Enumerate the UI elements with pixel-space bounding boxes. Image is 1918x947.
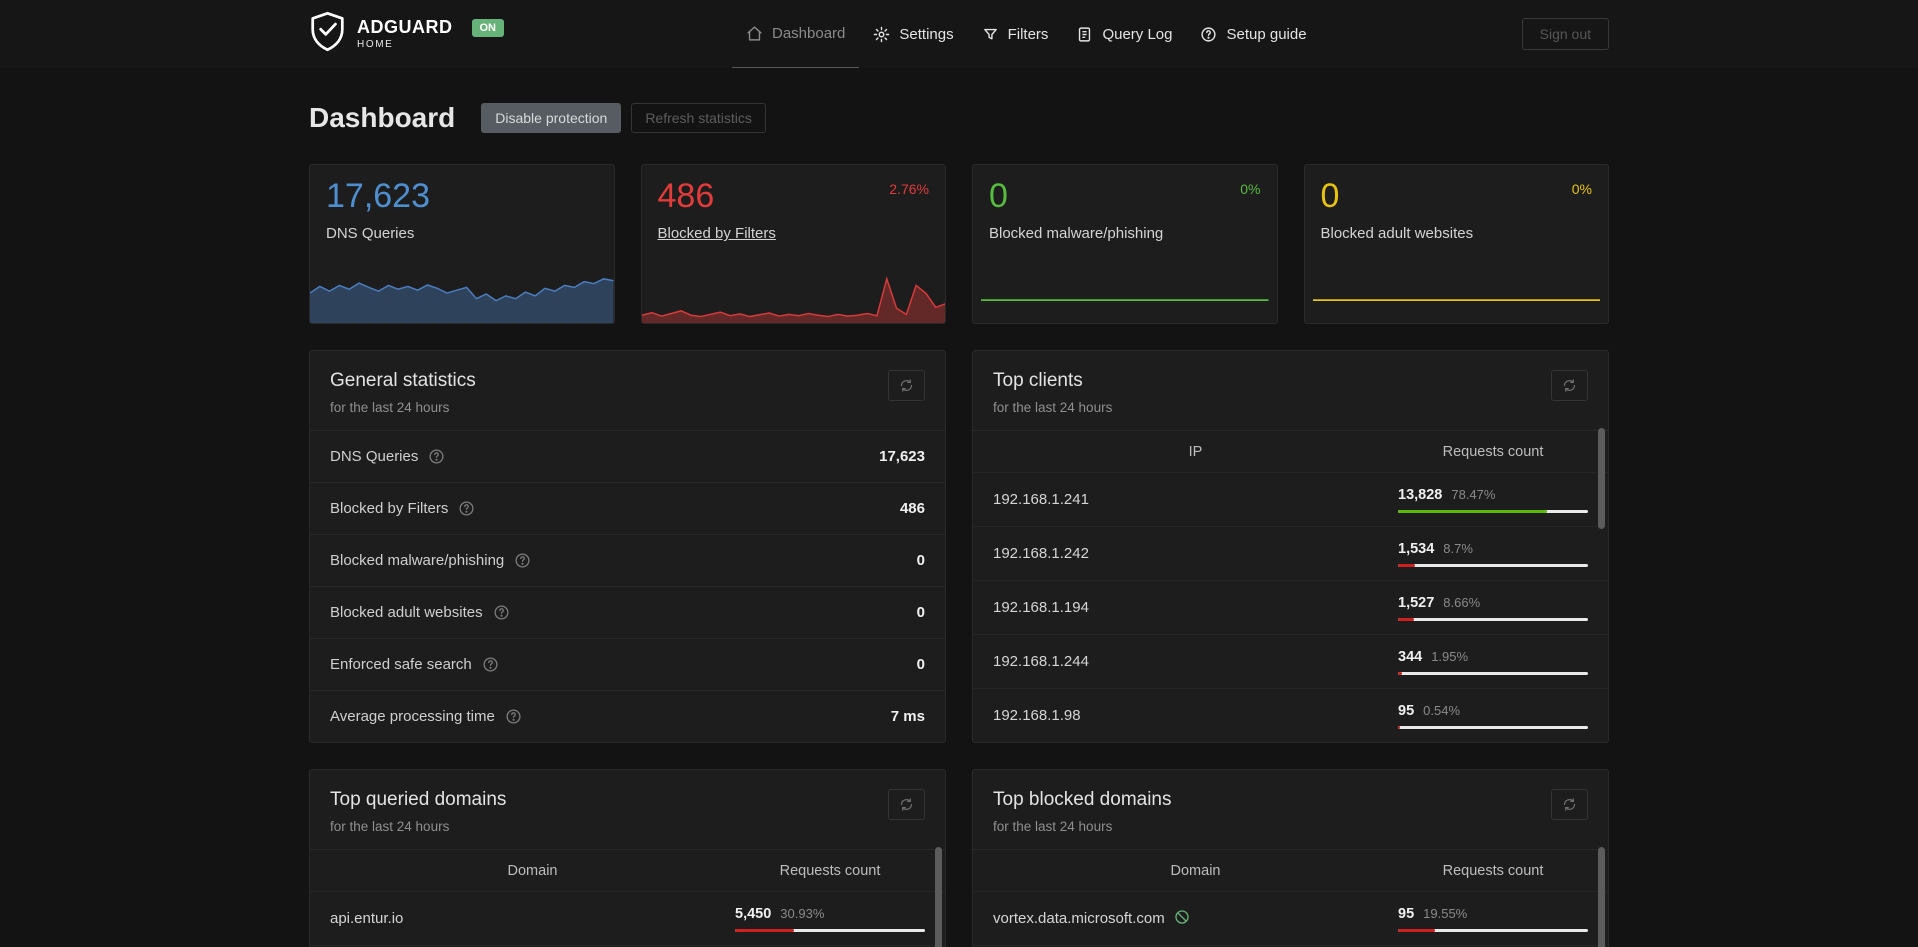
scrollbar-thumb[interactable] [935,847,942,947]
progress-bar [1398,509,1588,513]
table-row: 192.168.1.194 1,527 8.66% [973,580,1608,634]
disable-protection-button[interactable]: Disable protection [481,103,622,133]
stat-row-safe-search: Enforced safe search 0 [310,638,945,690]
top-blocked-domains-card: Top blocked domains for the last 24 hour… [972,769,1609,947]
progress-bar [1398,928,1588,932]
adguard-home-brand[interactable]: ADGUARD HOME ON [309,0,504,68]
stat-row-processing-time: Average processing time 7 ms [310,690,945,742]
table-row: api.entur.io 5,450 30.93% [310,891,945,945]
sign-out-button[interactable]: Sign out [1521,18,1609,50]
blocked-filters-sparkline [641,273,945,323]
refresh-icon[interactable] [1551,789,1588,820]
dns-queries-value: 17,623 [326,177,430,215]
nav-label: Settings [899,25,954,43]
stat-cards-row: 17,623 DNS Queries 486 2.76% Blocked by … [309,164,1609,324]
progress-bar [1398,725,1588,729]
table-row: 192.168.1.242 1,534 8.7% [973,526,1608,580]
blocked-malware-percent: 0% [1240,181,1261,197]
page-header: Dashboard Disable protection Refresh sta… [309,102,1609,134]
question-circle-icon[interactable] [505,708,522,725]
stat-card-blocked-malware: 0 0% Blocked malware/phishing [972,164,1278,324]
question-circle-icon[interactable] [428,448,445,465]
progress-bar [1398,563,1588,567]
stat-card-blocked-adult: 0 0% Blocked adult websites [1303,164,1609,324]
stat-card-dns-queries: 17,623 DNS Queries [309,164,615,324]
table-row: 192.168.1.244 344 1.95% [973,634,1608,688]
nav-item-query-log[interactable]: Query Log [1062,0,1186,68]
stat-row-blocked-malware: Blocked malware/phishing 0 [310,534,945,586]
dashboard-main: Dashboard Disable protection Refresh sta… [309,102,1609,947]
question-circle-icon[interactable] [482,656,499,673]
blocked-adult-value: 0 [1320,177,1340,215]
card-subtitle: for the last 24 hours [330,819,450,834]
blocked-adult-sparkline [1313,285,1601,301]
document-icon [1076,26,1093,43]
brand-name: ADGUARD [357,17,453,38]
nav-label: Query Log [1102,25,1173,43]
bottom-row: Top queried domains for the last 24 hour… [309,769,1609,947]
progress-bar [1398,671,1588,675]
blocked-adult-percent: 0% [1571,181,1592,197]
blocked-by-filters-link[interactable]: Blocked by Filters [657,225,776,243]
shield-check-icon [309,11,346,57]
table-row: vortex.data.microsoft.com 95 19.55% [973,891,1608,945]
help-circle-icon [1200,26,1217,43]
blocked-malware-sparkline [981,285,1269,301]
nav-label: Dashboard [772,25,846,42]
nav-label: Setup guide [1226,25,1307,43]
refresh-icon[interactable] [1551,370,1588,401]
nav-item-dashboard[interactable]: Dashboard [732,0,860,68]
refresh-icon[interactable] [888,370,925,401]
gear-icon [873,26,890,43]
scrollbar-thumb[interactable] [1598,847,1605,947]
question-circle-icon[interactable] [514,552,531,569]
card-subtitle: for the last 24 hours [330,400,450,415]
blocked-adult-label: Blocked adult websites [1320,225,1474,243]
stat-row-blocked-filters: Blocked by Filters 486 [310,482,945,534]
main-nav: Dashboard Settings Filters Query Log [732,0,1321,68]
nav-item-settings[interactable]: Settings [859,0,967,68]
scrollbar-thumb[interactable] [1598,428,1605,529]
card-title: General statistics [330,370,476,391]
blocked-malware-value: 0 [989,177,1008,215]
page-title: Dashboard [309,102,456,133]
stat-row-dns-queries: DNS Queries 17,623 [310,430,945,482]
dns-queries-label: DNS Queries [326,225,415,243]
blocked-filters-value: 486 [657,177,715,215]
top-clients-card: Top clients for the last 24 hours IP Req… [972,350,1609,743]
progress-bar [1398,617,1588,621]
general-statistics-card: General statistics for the last 24 hours… [309,350,946,743]
table-header: Domain Requests count [973,849,1608,891]
card-subtitle: for the last 24 hours [993,819,1113,834]
middle-row: General statistics for the last 24 hours… [309,350,1609,743]
question-circle-icon[interactable] [458,500,475,517]
nav-item-filters[interactable]: Filters [968,0,1063,68]
refresh-icon[interactable] [888,789,925,820]
home-icon [746,25,763,42]
nav-label: Filters [1007,25,1049,43]
card-subtitle: for the last 24 hours [993,400,1113,415]
dns-queries-sparkline [310,273,614,323]
blocked-malware-label: Blocked malware/phishing [989,225,1164,243]
card-title: Top queried domains [330,789,507,810]
progress-bar [735,928,925,932]
table-header: Domain Requests count [310,849,945,891]
protection-status-badge: ON [471,19,504,37]
stat-row-blocked-adult: Blocked adult websites 0 [310,586,945,638]
filter-icon [982,26,999,43]
refresh-statistics-button[interactable]: Refresh statistics [631,103,766,133]
table-row: 192.168.1.98 95 0.54% [973,688,1608,742]
card-title: Top clients [993,370,1083,391]
card-title: Top blocked domains [993,789,1172,810]
blocked-filters-percent: 2.76% [889,181,929,197]
top-queried-domains-card: Top queried domains for the last 24 hour… [309,769,946,947]
nav-item-setup-guide[interactable]: Setup guide [1186,0,1320,68]
question-circle-icon[interactable] [493,604,510,621]
blocked-slash-icon [1174,909,1190,929]
table-header: IP Requests count [973,430,1608,472]
stat-card-blocked-filters: 486 2.76% Blocked by Filters [640,164,946,324]
table-row: 192.168.1.241 13,828 78.47% [973,472,1608,526]
brand-subtitle: HOME [357,38,394,50]
navbar: ADGUARD HOME ON Dashboard Settings [0,0,1918,68]
